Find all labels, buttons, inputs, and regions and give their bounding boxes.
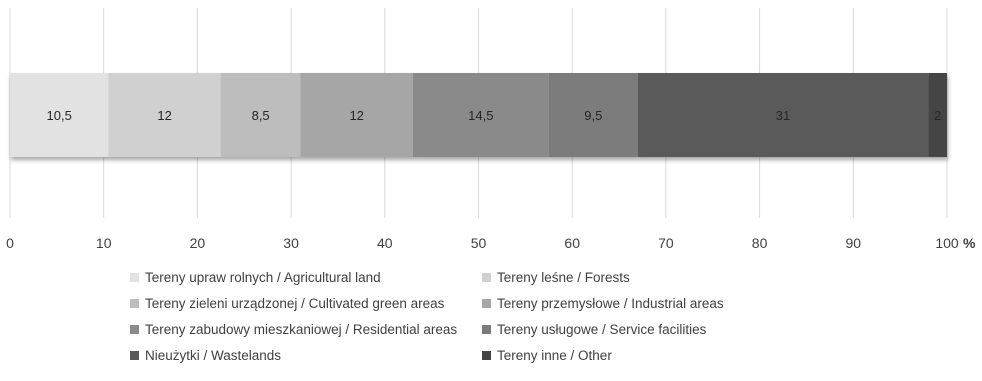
bar-segment (300, 73, 413, 157)
bar-data-label: 31 (776, 108, 790, 123)
legend-item: Tereny zabudowy mieszkaniowej / Resident… (130, 320, 482, 338)
bar-segment (412, 73, 549, 157)
legend-item: Tereny przemysłowe / Industrial areas (482, 294, 770, 312)
bar-segment (10, 73, 109, 157)
x-tick-label: 90 (846, 235, 862, 251)
bar-data-label: 10,5 (47, 108, 72, 123)
legend-item: Tereny inne / Other (482, 346, 770, 364)
x-tick-label: 60 (564, 235, 580, 251)
legend-item: Tereny zieleni urządzonej / Cultivated g… (130, 294, 482, 312)
legend-label: Tereny usługowe / Service facilities (497, 321, 707, 337)
x-tick-label: 70 (658, 235, 674, 251)
bar-data-label: 12 (349, 108, 363, 123)
legend-swatch (130, 350, 139, 360)
bar-data-labels: 10,5 12 8,5 12 14,5 9,5 31 2 (47, 108, 942, 123)
legend-label: Tereny leśne / Forests (497, 269, 630, 285)
x-tick-label: 40 (377, 235, 393, 251)
bar-segment (108, 73, 221, 157)
legend-swatch (482, 298, 491, 308)
x-tick-label: 20 (190, 235, 206, 251)
stacked-bar-chart: 10,5 12 8,5 12 14,5 9,5 31 2 0 10 20 30 40 50 60 70 80 9… (6, 8, 976, 251)
legend-label: Tereny zieleni urządzonej / Cultivated g… (145, 295, 445, 311)
legend-swatch (130, 324, 139, 334)
legend-swatch (130, 298, 139, 308)
legend: Tereny upraw rolnych / Agricultural land… (130, 268, 770, 364)
bar-segments (10, 73, 947, 157)
bar-data-label: 9,5 (584, 108, 602, 123)
bar-segment (220, 73, 301, 157)
legend-item: Tereny usługowe / Service facilities (482, 320, 770, 338)
legend-swatch (130, 272, 139, 282)
bar-data-label: 8,5 (252, 108, 270, 123)
legend-swatch (482, 350, 491, 360)
legend-swatch (482, 324, 491, 334)
x-axis-unit-label: % (963, 235, 976, 251)
legend-label: Nieużytki / Wastelands (145, 347, 282, 363)
legend-item: Tereny upraw rolnych / Agricultural land (130, 268, 482, 286)
legend-item: Tereny leśne / Forests (482, 268, 770, 286)
x-tick-label: 50 (471, 235, 487, 251)
legend-label: Tereny zabudowy mieszkaniowej / Resident… (145, 321, 458, 337)
bar-segment (928, 73, 947, 157)
bar-data-label: 14,5 (468, 108, 493, 123)
bar-data-label: 12 (157, 108, 171, 123)
x-tick-label: 80 (752, 235, 768, 251)
x-axis-tick-labels: 0 10 20 30 40 50 60 70 80 90 100% (6, 235, 976, 251)
legend-swatch (482, 272, 491, 282)
x-tick-label: 0 (6, 235, 14, 251)
bar-segment (548, 73, 638, 157)
x-tick-label: 100 (935, 235, 959, 251)
legend-label: Tereny upraw rolnych / Agricultural land (145, 269, 381, 285)
bar-segment (637, 73, 929, 157)
bar-data-label: 2 (934, 108, 941, 123)
legend-label: Tereny inne / Other (497, 347, 612, 363)
legend-label: Tereny przemysłowe / Industrial areas (497, 295, 724, 311)
x-tick-label: 10 (96, 235, 112, 251)
legend-item: Nieużytki / Wastelands (130, 346, 482, 364)
x-tick-label: 30 (283, 235, 299, 251)
